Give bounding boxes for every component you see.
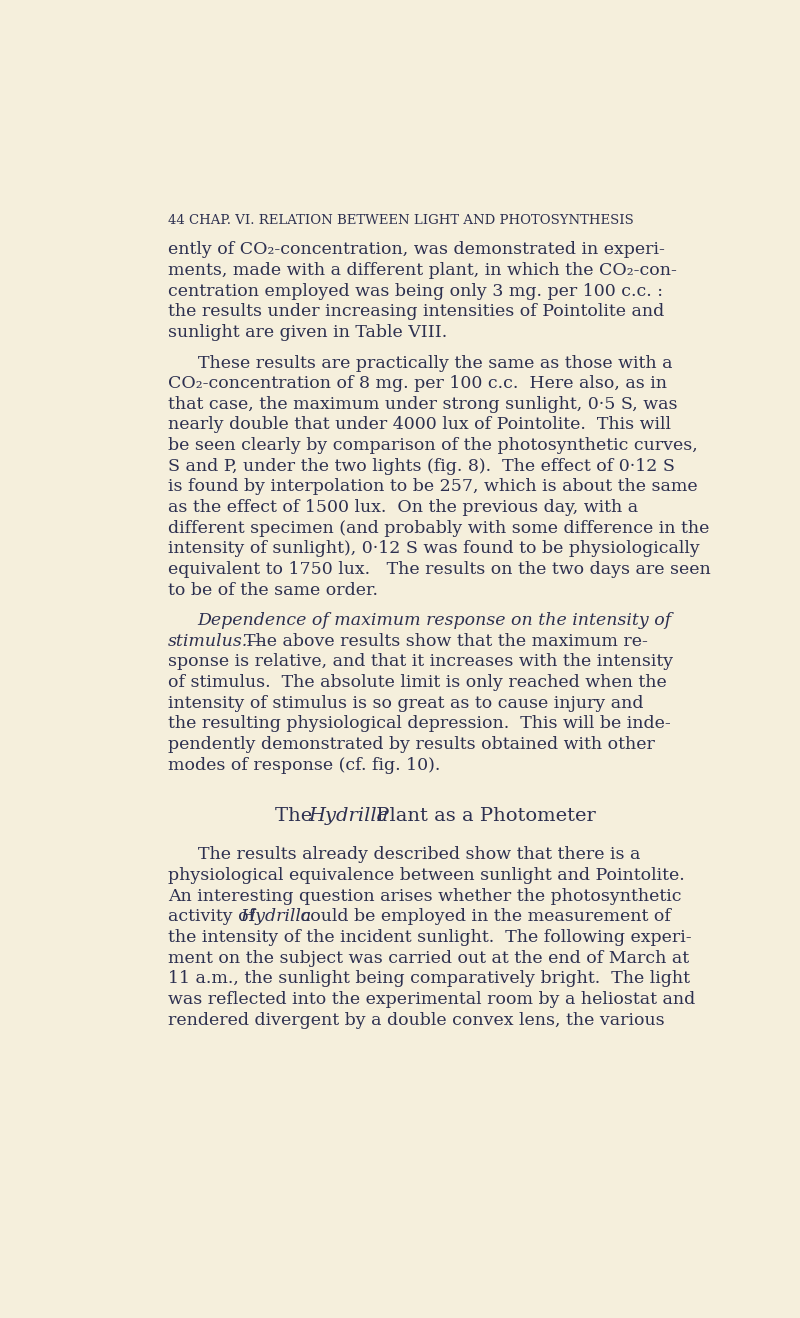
Text: stimulus.—: stimulus.— [168,633,266,650]
Text: S and P, under the two lights (fig. 8).  The effect of 0·12 S: S and P, under the two lights (fig. 8). … [168,457,675,474]
Text: intensity of stimulus is so great as to cause injury and: intensity of stimulus is so great as to … [168,695,644,712]
Text: is found by interpolation to be 257, which is about the same: is found by interpolation to be 257, whi… [168,478,698,496]
Text: Dependence of maximum response on the intensity of: Dependence of maximum response on the in… [198,612,672,629]
Text: ently of CO₂-concentration, was demonstrated in experi-: ently of CO₂-concentration, was demonstr… [168,241,665,258]
Text: intensity of sunlight), 0·12 S was found to be physiologically: intensity of sunlight), 0·12 S was found… [168,540,700,558]
Text: An interesting question arises whether the photosynthetic: An interesting question arises whether t… [168,888,682,904]
Text: that case, the maximum under strong sunlight, 0·5 S, was: that case, the maximum under strong sunl… [168,395,678,413]
Text: These results are practically the same as those with a: These results are practically the same a… [198,355,672,372]
Text: the results under increasing intensities of Pointolite and: the results under increasing intensities… [168,303,665,320]
Text: as the effect of 1500 lux.  On the previous day, with a: as the effect of 1500 lux. On the previo… [168,500,638,515]
Text: physiological equivalence between sunlight and Pointolite.: physiological equivalence between sunlig… [168,867,685,884]
Text: Hydrilla: Hydrilla [240,908,311,925]
Text: activity of: activity of [168,908,261,925]
Text: Hydrilla: Hydrilla [308,807,389,825]
Text: 11 a.m., the sunlight being comparatively bright.  The light: 11 a.m., the sunlight being comparativel… [168,970,690,987]
Text: ments, made with a different plant, in which the CO₂-con-: ments, made with a different plant, in w… [168,262,677,279]
Text: sponse is relative, and that it increases with the intensity: sponse is relative, and that it increase… [168,654,674,671]
Text: was reflected into the experimental room by a heliostat and: was reflected into the experimental room… [168,991,695,1008]
Text: sunlight are given in Table VIII.: sunlight are given in Table VIII. [168,324,447,341]
Text: modes of response (cf. fig. 10).: modes of response (cf. fig. 10). [168,757,441,774]
Text: nearly double that under 4000 lux of Pointolite.  This will: nearly double that under 4000 lux of Poi… [168,416,671,434]
Text: The: The [274,807,318,825]
Text: be seen clearly by comparison of the photosynthetic curves,: be seen clearly by comparison of the pho… [168,438,698,455]
Text: pendently demonstrated by results obtained with other: pendently demonstrated by results obtain… [168,735,655,753]
Text: centration employed was being only 3 mg. per 100 c.c. :: centration employed was being only 3 mg.… [168,282,663,299]
Text: ment on the subject was carried out at the end of March at: ment on the subject was carried out at t… [168,950,690,966]
Text: could be employed in the measurement of: could be employed in the measurement of [295,908,671,925]
Text: the intensity of the incident sunlight.  The following experi-: the intensity of the incident sunlight. … [168,929,692,946]
Text: equivalent to 1750 lux.   The results on the two days are seen: equivalent to 1750 lux. The results on t… [168,561,711,577]
Text: to be of the same order.: to be of the same order. [168,581,378,598]
Text: the resulting physiological depression.  This will be inde-: the resulting physiological depression. … [168,716,671,733]
Text: The above results show that the maximum re-: The above results show that the maximum … [244,633,648,650]
Text: 44 CHAP. VI. RELATION BETWEEN LIGHT AND PHOTOSYNTHESIS: 44 CHAP. VI. RELATION BETWEEN LIGHT AND … [168,214,634,227]
Text: rendered divergent by a double convex lens, the various: rendered divergent by a double convex le… [168,1012,665,1028]
Text: The results already described show that there is a: The results already described show that … [198,846,640,863]
Text: Plant as a Photometer: Plant as a Photometer [370,807,596,825]
Text: CO₂-concentration of 8 mg. per 100 c.c.  Here also, as in: CO₂-concentration of 8 mg. per 100 c.c. … [168,376,667,393]
Text: different specimen (and probably with some difference in the: different specimen (and probably with so… [168,519,710,536]
Text: of stimulus.  The absolute limit is only reached when the: of stimulus. The absolute limit is only … [168,673,667,691]
